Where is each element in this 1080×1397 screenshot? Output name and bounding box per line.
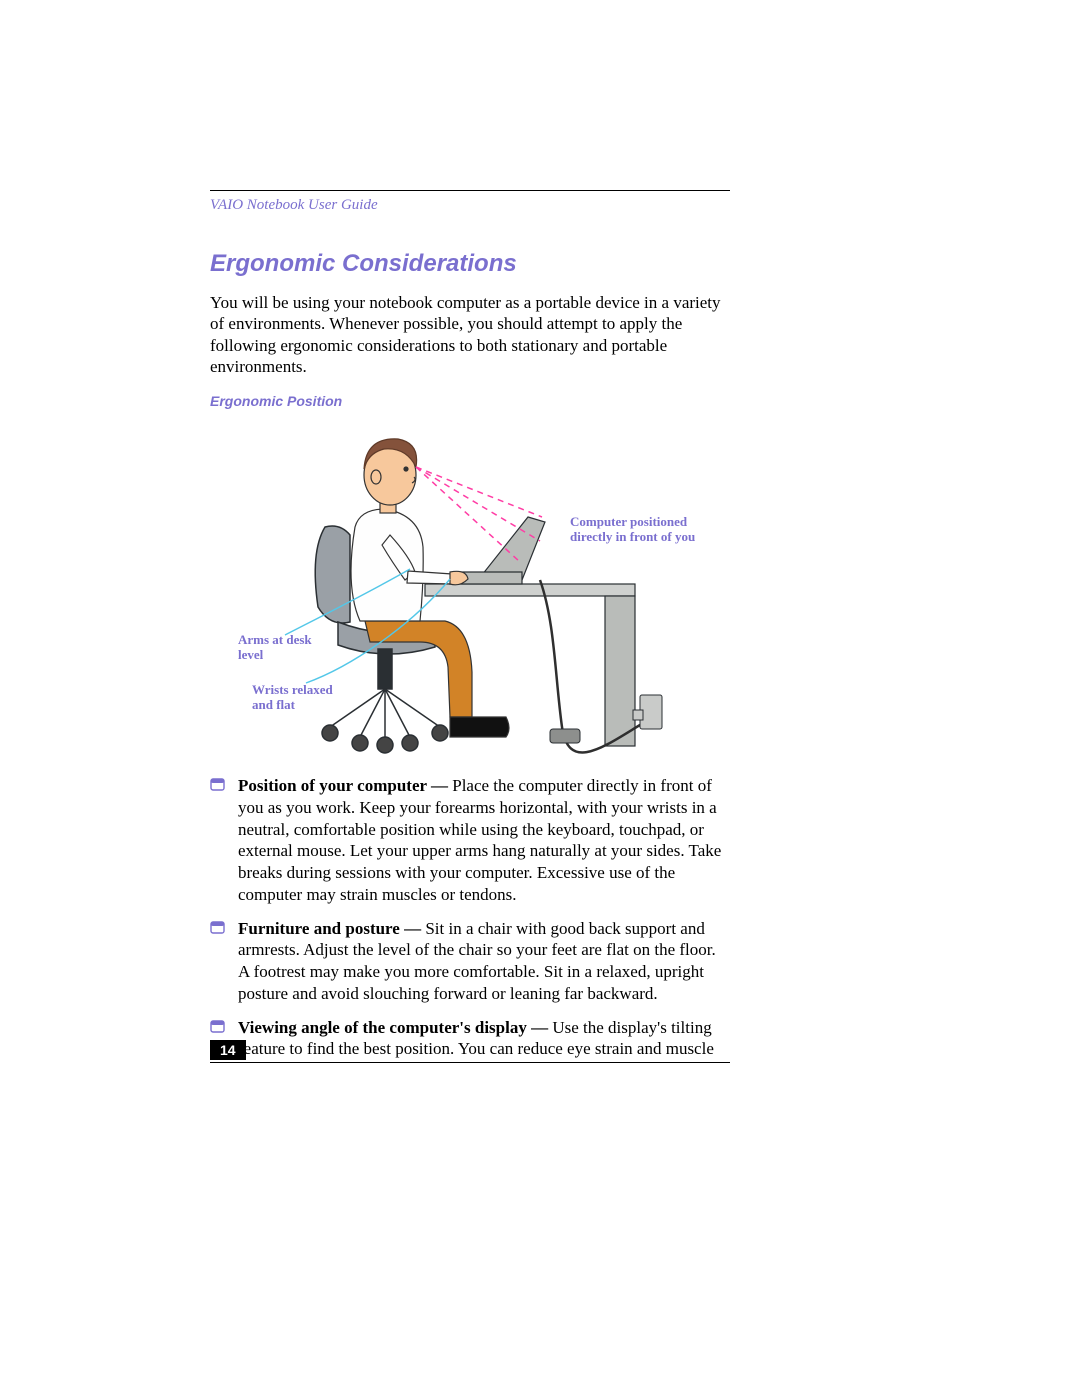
bullet-lead: Position of your computer —: [238, 776, 452, 795]
page-footer: 14: [210, 1040, 730, 1063]
page-content: VAIO Notebook User Guide Ergonomic Consi…: [210, 190, 730, 1072]
callout-arms: Arms at desk level: [238, 633, 312, 663]
callout-text: Arms at desk: [238, 632, 312, 647]
running-header: VAIO Notebook User Guide: [210, 197, 730, 214]
bullet-text: Furniture and posture — Sit in a chair w…: [238, 918, 730, 1005]
figure-caption: Ergonomic Position: [210, 393, 730, 409]
list-item: Position of your computer — Place the co…: [210, 775, 730, 906]
ergonomic-figure: Computer positioned directly in front of…: [210, 417, 730, 757]
callout-text: level: [238, 647, 263, 662]
rule-top: [210, 190, 730, 191]
bullet-lead: Furniture and posture —: [238, 919, 425, 938]
list-item: Furniture and posture — Sit in a chair w…: [210, 918, 730, 1005]
intro-paragraph: You will be using your notebook computer…: [210, 292, 730, 377]
bullet-icon: [210, 775, 238, 906]
bullet-icon: [210, 918, 238, 1005]
bullet-list: Position of your computer — Place the co…: [210, 775, 730, 1060]
bullet-text: Position of your computer — Place the co…: [238, 775, 730, 906]
rule-bottom: [210, 1062, 730, 1063]
page-number: 14: [210, 1040, 246, 1060]
bullet-lead: Viewing angle of the computer's display …: [238, 1018, 552, 1037]
callout-text: and flat: [252, 697, 295, 712]
bullet-body: Place the computer directly in front of …: [238, 776, 721, 904]
callout-computer: Computer positioned directly in front of…: [570, 515, 695, 545]
section-title: Ergonomic Considerations: [210, 250, 730, 278]
callout-text: Wrists relaxed: [252, 682, 333, 697]
callout-wrists: Wrists relaxed and flat: [252, 683, 333, 713]
callout-text: directly in front of you: [570, 529, 695, 544]
callout-text: Computer positioned: [570, 514, 687, 529]
